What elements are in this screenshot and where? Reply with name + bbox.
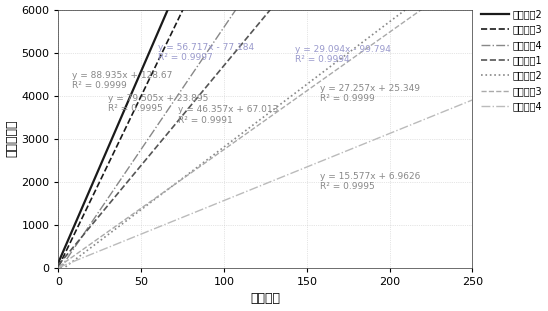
Text: y = 27.257x + 25.349
R² = 0.9999: y = 27.257x + 25.349 R² = 0.9999 <box>320 84 420 103</box>
Text: y = 46.357x + 67.013
R² = 0.9991: y = 46.357x + 67.013 R² = 0.9991 <box>178 105 278 125</box>
X-axis label: 作用次数: 作用次数 <box>250 292 281 305</box>
Text: y = 88.935x + 128.67
R² = 0.9999: y = 88.935x + 128.67 R² = 0.9999 <box>72 71 172 90</box>
Text: y = 15.577x + 6.9626
R² = 0.9995: y = 15.577x + 6.9626 R² = 0.9995 <box>320 172 420 192</box>
Y-axis label: 累积微应变: 累积微应变 <box>5 120 19 157</box>
Text: y = 56.717x - 77.184
R² = 0.9997: y = 56.717x - 77.184 R² = 0.9997 <box>158 43 254 62</box>
Text: y = 79.505x + 23.895
R² = 0.9995: y = 79.505x + 23.895 R² = 0.9995 <box>108 94 209 113</box>
Text: y = 29.094x - 99.794
R² = 0.9994: y = 29.094x - 99.794 R² = 0.9994 <box>295 45 391 64</box>
Legend: 应力水平2, 应力水平3, 应力水平4, 应力水平1, 应力水平2, 应力水平3, 应力水平4: 应力水平2, 应力水平3, 应力水平4, 应力水平1, 应力水平2, 应力水平3… <box>482 9 543 111</box>
